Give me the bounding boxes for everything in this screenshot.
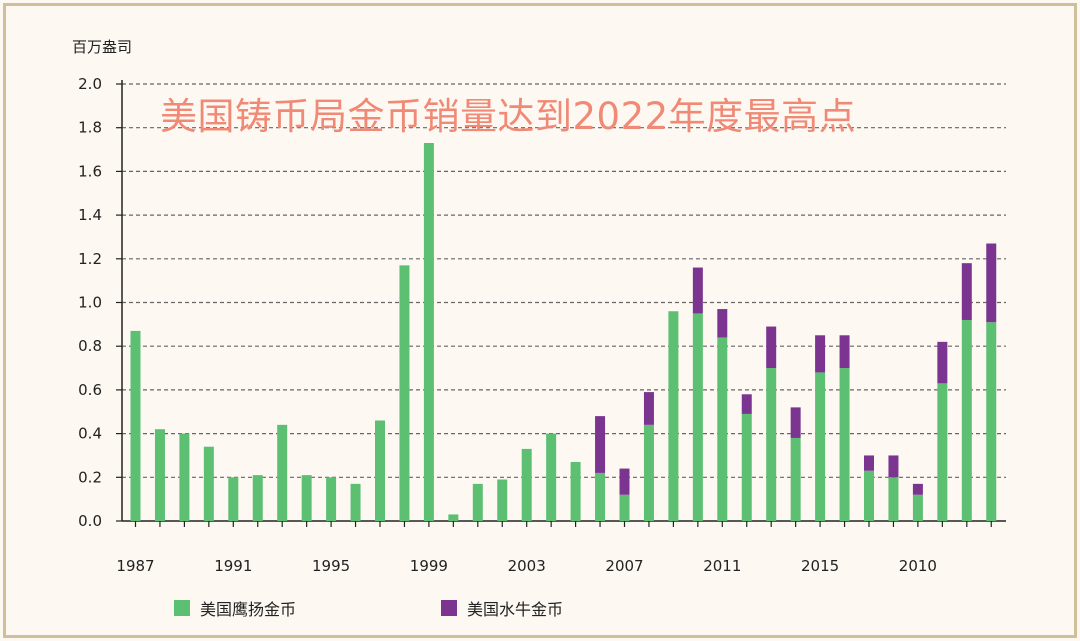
bar-buffalo <box>815 335 826 373</box>
y-tick-label: 0.4 <box>78 425 102 443</box>
bar-eagle <box>375 420 385 521</box>
bar-eagle <box>864 470 874 521</box>
bar-buffalo <box>912 483 923 495</box>
bar-eagle <box>546 433 557 521</box>
bar-eagle <box>570 462 581 521</box>
y-tick-label: 0.0 <box>78 512 102 530</box>
bar-buffalo <box>717 309 728 338</box>
bar-eagle <box>154 429 165 521</box>
legend-item-eagle: 美国鹰扬金币 <box>174 596 296 620</box>
y-tick-label: 0.6 <box>78 381 102 399</box>
y-tick-label: 0.2 <box>78 468 102 486</box>
bar-eagle <box>668 311 679 521</box>
bar-eagle <box>912 494 923 521</box>
y-tick-label: 1.0 <box>78 294 102 312</box>
x-tick-label: 2007 <box>605 557 643 575</box>
x-tick-label: 1995 <box>312 557 350 575</box>
bar-eagle <box>399 265 410 521</box>
bar-eagle <box>815 372 826 521</box>
legend-item-buffalo: 美国水牛金币 <box>441 596 563 620</box>
bar-buffalo <box>619 468 630 495</box>
bar-buffalo <box>692 267 703 314</box>
bar-buffalo <box>986 243 997 323</box>
bar-buffalo <box>643 392 654 425</box>
y-tick-label: 2.0 <box>78 75 102 93</box>
bar-buffalo <box>864 455 874 471</box>
legend-label-buffalo: 美国水牛金币 <box>467 600 564 619</box>
legend-swatch-buffalo <box>441 600 457 616</box>
bar-eagle <box>277 424 288 521</box>
bar-eagle <box>350 483 361 521</box>
bar-eagle <box>937 383 948 521</box>
chart-title: 美国铸币局金币销量达到2022年度最高点 <box>160 95 857 138</box>
gridlines <box>122 83 1006 478</box>
bar-eagle <box>839 368 850 521</box>
bar-eagle <box>521 448 532 521</box>
y-tick-label: 1.8 <box>78 119 102 137</box>
bar-eagle <box>203 446 214 521</box>
y-tick-label: 1.6 <box>78 162 102 180</box>
bar-buffalo <box>790 407 801 438</box>
bar-eagle <box>228 477 239 521</box>
bar-eagle <box>692 313 703 521</box>
bar-eagle <box>619 494 630 521</box>
bar-eagle <box>888 477 899 521</box>
bar-buffalo <box>741 394 752 414</box>
x-tick-label: 2010 <box>899 557 937 575</box>
chart-frame <box>3 3 1077 638</box>
bar-buffalo <box>839 335 850 369</box>
bar-eagle <box>130 330 141 521</box>
x-tick-label: 1991 <box>214 557 252 575</box>
y-tick-label: 1.2 <box>78 250 102 268</box>
x-tick-label: 1999 <box>410 557 448 575</box>
bar-eagle <box>423 142 434 521</box>
bar-eagle <box>301 475 312 521</box>
bar-eagle <box>961 319 972 521</box>
bar-buffalo <box>595 416 606 473</box>
x-tick-label: 2015 <box>801 557 839 575</box>
bar-eagle <box>766 368 777 521</box>
legend-swatch-eagle <box>174 600 190 616</box>
y-tick-label: 0.8 <box>78 337 102 355</box>
bar-eagle <box>326 477 337 521</box>
bar-eagle <box>986 322 997 521</box>
bar-eagle <box>790 437 801 521</box>
bar-eagle <box>595 472 606 521</box>
y-axis-unit-label: 百万盎司 <box>72 38 133 56</box>
bar-eagle <box>179 433 190 521</box>
y-tick-label: 1.4 <box>78 206 102 224</box>
x-tick-label: 2003 <box>508 557 546 575</box>
bar-eagle <box>717 337 728 521</box>
axes <box>116 80 1006 527</box>
bar-eagle <box>448 514 459 521</box>
bars <box>130 142 997 521</box>
bar-eagle <box>497 479 508 521</box>
bar-buffalo <box>937 341 948 384</box>
tick-labels: 0.0 0.2 0.4 0.6 0.8 1.0 1.2 1.4 1.6 1.8 2.0 1987 199… <box>78 75 937 575</box>
bar-buffalo <box>961 263 972 320</box>
x-tick-label: 2011 <box>703 557 741 575</box>
x-tick-label: 1987 <box>116 557 154 575</box>
bar-buffalo <box>766 326 777 369</box>
bar-eagle <box>472 483 483 521</box>
bar-buffalo <box>888 455 899 478</box>
bar-eagle <box>643 424 654 521</box>
legend-label-eagle: 美国鹰扬金币 <box>200 600 297 619</box>
bar-eagle <box>741 413 752 521</box>
bar-eagle <box>252 475 263 521</box>
